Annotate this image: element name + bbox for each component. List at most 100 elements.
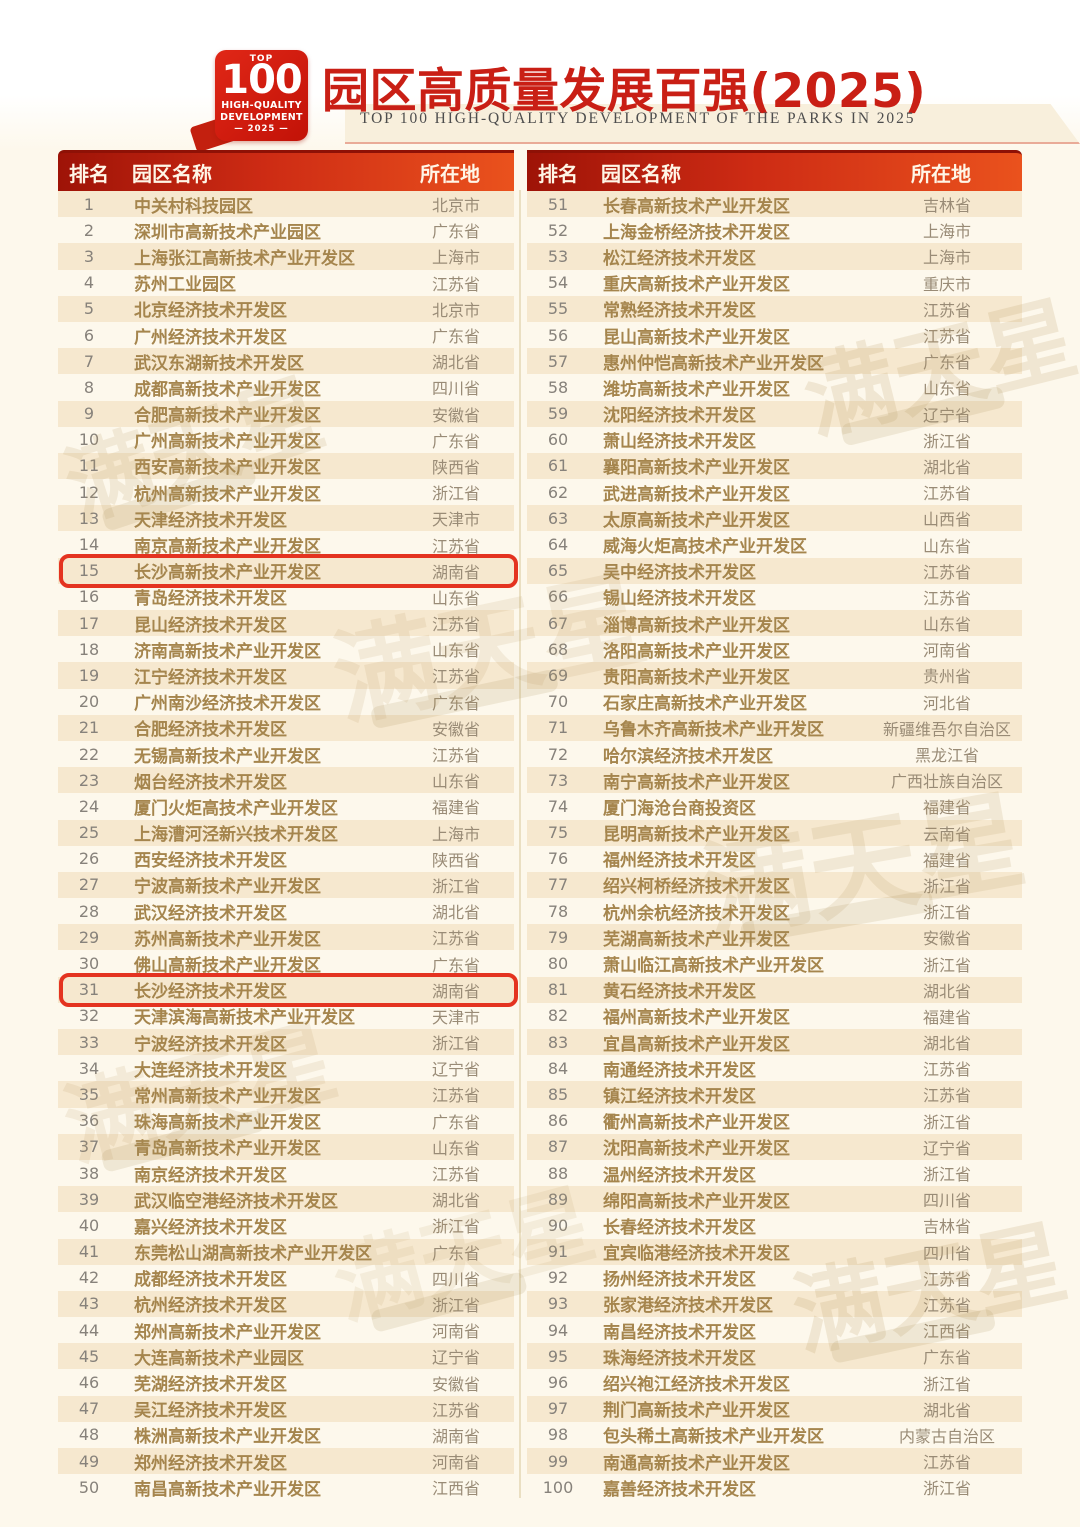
location-cell: 河南省 [431,1453,480,1473]
park-name-cell: 上海张江高新技术产业开发区 [134,248,355,269]
badge-line2: DEVELOPMENT [220,112,303,124]
park-name-cell: 杭州高新技术产业开发区 [134,484,321,505]
table-row: 45 大连高新技术产业园区 辽宁省 [58,1343,514,1370]
park-name-cell: 石家庄高新技术产业开发区 [603,694,807,715]
location-cell: 湖北省 [431,353,480,373]
location-cell: 山东省 [922,615,971,635]
rank-cell: 78 [547,901,569,921]
rank-cell: 54 [547,273,569,293]
location-cell: 广东省 [431,431,480,451]
park-name-cell: 昆山经济技术开发区 [134,615,287,636]
table-row: 82 福州高新技术产业开发区 福建省 [527,1003,1022,1029]
column-header-location: 所在地 [420,161,480,186]
table-row: 91 宜宾临港经济技术开发区 四川省 [527,1238,1022,1265]
rank-cell: 37 [78,1137,100,1157]
park-name-cell: 佛山高新技术产业开发区 [134,956,321,977]
table-row: 46 芜湖经济技术开发区 安徽省 [58,1369,514,1395]
table-row: 43 杭州经济技术开发区 浙江省 [58,1290,514,1318]
park-name-cell: 南通高新技术产业开发区 [603,1453,790,1474]
location-cell: 云南省 [922,824,971,844]
location-cell: 浙江省 [431,1034,480,1054]
table-row: 42 成都经济技术开发区 四川省 [58,1265,514,1291]
location-cell: 山东省 [431,641,480,661]
park-name-cell: 天津经济技术开发区 [134,510,287,531]
location-cell: 广东省 [922,353,971,373]
table-row: 52 上海金桥经济技术开发区 上海市 [527,217,1022,243]
rank-cell: 20 [78,692,100,712]
rank-cell: 68 [547,639,569,659]
table-row: 5 北京经济技术开发区 北京市 [58,295,514,322]
location-cell: 天津市 [431,1007,480,1027]
location-cell: 江苏省 [431,667,480,687]
park-name-cell: 惠州仲恺高新技术产业开发区 [603,353,824,374]
location-cell: 福建省 [922,798,971,818]
location-cell: 贵州省 [922,667,971,687]
rank-cell: 75 [547,823,569,843]
park-name-cell: 芜湖高新技术产业开发区 [603,929,790,950]
table-row: 41 东莞松山湖高新技术产业开发区 广东省 [58,1238,514,1265]
location-cell: 浙江省 [922,431,971,451]
table-row: 22 无锡高新技术产业开发区 江苏省 [58,741,514,767]
rank-cell: 72 [547,744,569,764]
location-cell: 江苏省 [431,1400,480,1420]
park-name-cell: 郑州经济技术开发区 [134,1453,287,1474]
table-row: 100 嘉善经济技术开发区 浙江省 [527,1474,1022,1500]
rank-cell: 100 [542,1477,574,1497]
rank-cell: 55 [547,299,569,319]
park-name-cell: 济南高新技术产业开发区 [134,641,321,662]
park-name-cell: 武汉临空港经济技术开发区 [134,1191,338,1212]
park-name-cell: 深圳市高新技术产业园区 [134,222,321,243]
park-name-cell: 武汉东湖新技术开发区 [134,353,304,374]
rank-cell: 96 [547,1373,569,1393]
park-name-cell: 青岛经济技术开发区 [134,589,287,610]
park-name-cell: 成都经济技术开发区 [134,1270,287,1291]
park-name-cell: 哈尔滨经济技术开发区 [603,746,773,767]
park-name-cell: 潍坊高新技术产业开发区 [603,379,790,400]
location-cell: 重庆市 [922,274,971,294]
location-cell: 湖南省 [431,562,480,582]
location-cell: 湖北省 [922,457,971,477]
table-row: 10 广州高新技术产业开发区 广东省 [58,427,514,453]
table-row: 61 襄阳高新技术产业开发区 湖北省 [527,452,1022,480]
rank-cell: 50 [78,1477,100,1497]
rank-cell: 1 [83,194,95,214]
park-name-cell: 扬州经济技术开发区 [603,1270,756,1291]
table-row: 15 长沙高新技术产业开发区 湖南省 [58,553,518,589]
column-header-park-name: 园区名称 [132,161,212,186]
table-row: 29 苏州高新技术产业开发区 江苏省 [58,924,514,951]
park-name-cell: 包头稀土高新技术产业开发区 [603,1427,824,1448]
rank-cell: 8 [83,377,95,397]
table-row: 65 吴中经济技术开发区 江苏省 [527,557,1022,584]
park-name-cell: 珠海高新技术产业开发区 [134,1113,321,1134]
table-row: 73 南宁高新技术产业开发区 广西壮族自治区 [527,767,1022,794]
table-row: 80 萧山临江高新技术产业开发区 浙江省 [527,950,1022,976]
location-cell: 河南省 [922,641,971,661]
table-row: 98 包头稀土高新技术产业开发区 内蒙古自治区 [527,1422,1022,1448]
park-name-cell: 杭州余杭经济技术开发区 [603,903,790,924]
location-cell: 浙江省 [922,903,971,923]
location-cell: 陕西省 [431,457,480,477]
location-cell: 湖北省 [431,1191,480,1211]
location-cell: 山东省 [431,772,480,792]
location-cell: 江西省 [922,1322,971,1342]
park-name-cell: 宁波经济技术开发区 [134,1034,287,1055]
rank-cell: 29 [78,927,100,947]
park-name-cell: 西安高新技术产业开发区 [134,458,321,479]
location-cell: 陕西省 [431,850,480,870]
park-name-cell: 沈阳经济技术开发区 [603,406,756,427]
table-row: 16 青岛经济技术开发区 山东省 [58,584,514,610]
rank-cell: 76 [547,849,569,869]
rank-cell: 2 [83,220,95,240]
park-name-cell: 中关村科技园区 [134,196,253,217]
park-name-cell: 成都高新技术产业开发区 [134,379,321,400]
rank-cell: 63 [547,508,569,528]
park-name-cell: 株洲高新技术产业开发区 [134,1427,321,1448]
park-name-cell: 衢州高新技术产业开发区 [603,1113,790,1134]
header-ribbon [345,104,1080,144]
location-cell: 辽宁省 [922,405,971,425]
rank-cell: 4 [83,273,95,293]
rank-cell: 17 [78,613,100,633]
rank-table-left: 排名 园区名称 所在地 1 中关村科技园区 北京市 2 深圳市高新技术产业园区 广东省 3 上… [58,150,518,1500]
rank-cell: 15 [78,561,100,581]
